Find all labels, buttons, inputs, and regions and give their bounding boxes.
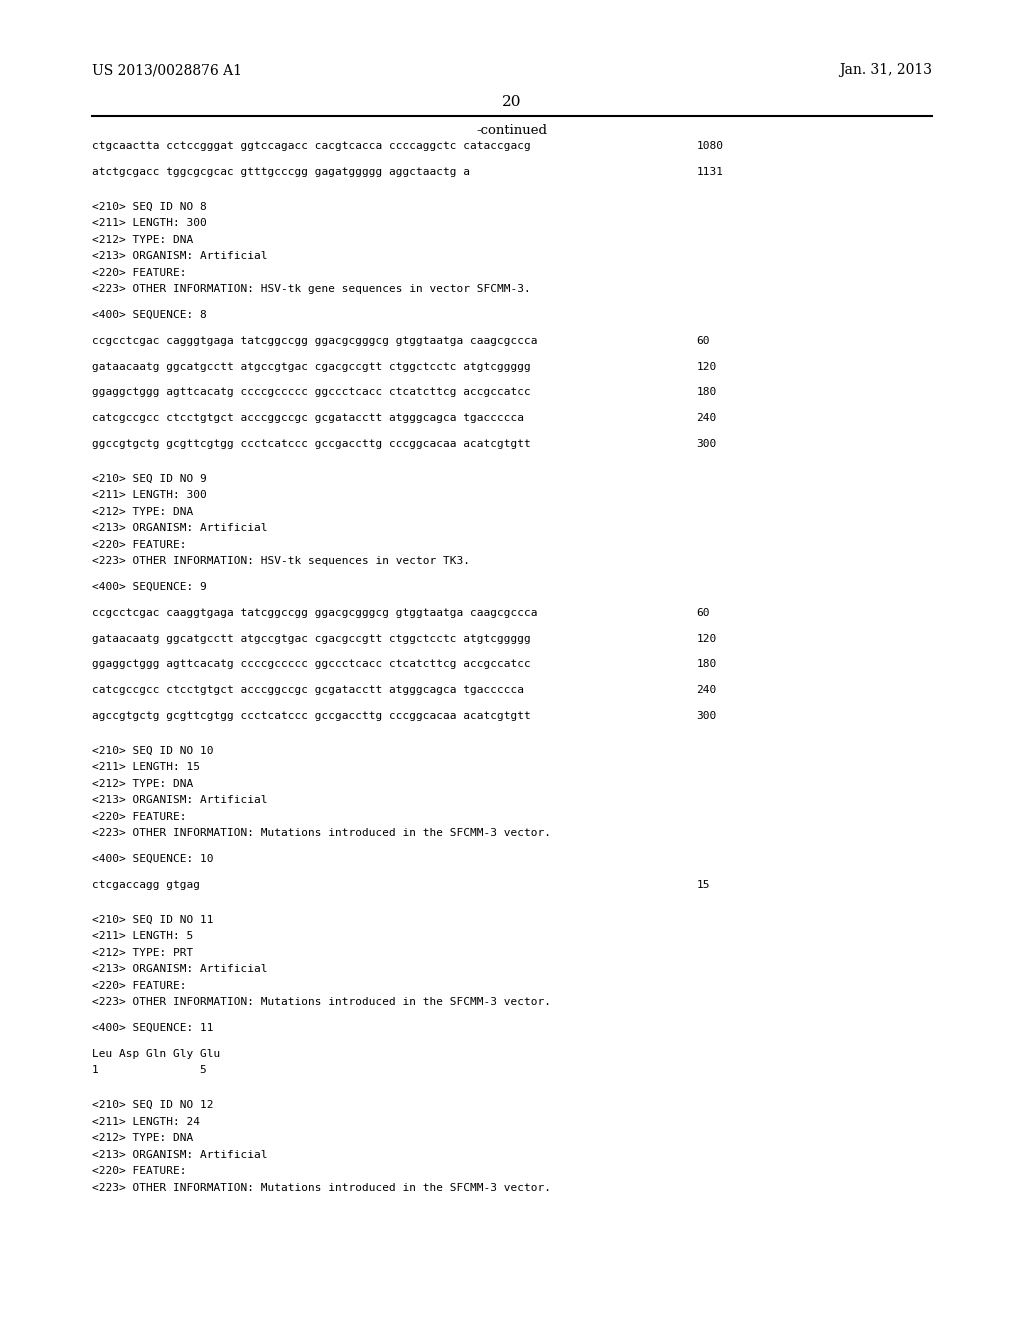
Text: <223> OTHER INFORMATION: Mutations introduced in the SFCMM-3 vector.: <223> OTHER INFORMATION: Mutations intro… xyxy=(92,828,551,838)
Text: ctcgaccagg gtgag: ctcgaccagg gtgag xyxy=(92,879,200,890)
Text: <400> SEQUENCE: 8: <400> SEQUENCE: 8 xyxy=(92,310,207,321)
Text: 300: 300 xyxy=(696,438,717,449)
Text: ccgcctcgac cagggtgaga tatcggccgg ggacgcgggcg gtggtaatga caagcgccca: ccgcctcgac cagggtgaga tatcggccgg ggacgcg… xyxy=(92,335,538,346)
Text: <223> OTHER INFORMATION: Mutations introduced in the SFCMM-3 vector.: <223> OTHER INFORMATION: Mutations intro… xyxy=(92,1183,551,1193)
Text: <212> TYPE: DNA: <212> TYPE: DNA xyxy=(92,235,194,246)
Text: <213> ORGANISM: Artificial: <213> ORGANISM: Artificial xyxy=(92,795,267,805)
Text: ggccgtgctg gcgttcgtgg ccctcatccc gccgaccttg cccggcacaa acatcgtgtt: ggccgtgctg gcgttcgtgg ccctcatccc gccgacc… xyxy=(92,438,530,449)
Text: ggaggctggg agttcacatg ccccgccccc ggccctcacc ctcatcttcg accgccatcc: ggaggctggg agttcacatg ccccgccccc ggccctc… xyxy=(92,659,530,669)
Text: <213> ORGANISM: Artificial: <213> ORGANISM: Artificial xyxy=(92,1150,267,1160)
Text: Jan. 31, 2013: Jan. 31, 2013 xyxy=(839,63,932,78)
Text: gataacaatg ggcatgcctt atgccgtgac cgacgccgtt ctggctcctc atgtcggggg: gataacaatg ggcatgcctt atgccgtgac cgacgcc… xyxy=(92,362,530,372)
Text: <210> SEQ ID NO 9: <210> SEQ ID NO 9 xyxy=(92,474,207,484)
Text: <211> LENGTH: 24: <211> LENGTH: 24 xyxy=(92,1117,200,1127)
Text: 20: 20 xyxy=(502,95,522,110)
Text: atctgcgacc tggcgcgcac gtttgcccgg gagatggggg aggctaactg a: atctgcgacc tggcgcgcac gtttgcccgg gagatgg… xyxy=(92,168,470,177)
Text: <400> SEQUENCE: 11: <400> SEQUENCE: 11 xyxy=(92,1023,214,1034)
Text: <213> ORGANISM: Artificial: <213> ORGANISM: Artificial xyxy=(92,523,267,533)
Text: <220> FEATURE:: <220> FEATURE: xyxy=(92,981,186,991)
Text: Leu Asp Gln Gly Glu: Leu Asp Gln Gly Glu xyxy=(92,1048,220,1059)
Text: 60: 60 xyxy=(696,335,710,346)
Text: <220> FEATURE:: <220> FEATURE: xyxy=(92,1166,186,1176)
Text: <212> TYPE: PRT: <212> TYPE: PRT xyxy=(92,948,194,958)
Text: <212> TYPE: DNA: <212> TYPE: DNA xyxy=(92,507,194,517)
Text: catcgccgcc ctcctgtgct acccggccgc gcgatacctt atgggcagca tgaccccca: catcgccgcc ctcctgtgct acccggccgc gcgatac… xyxy=(92,413,524,424)
Text: <211> LENGTH: 300: <211> LENGTH: 300 xyxy=(92,218,207,228)
Text: gataacaatg ggcatgcctt atgccgtgac cgacgccgtt ctggctcctc atgtcggggg: gataacaatg ggcatgcctt atgccgtgac cgacgcc… xyxy=(92,634,530,644)
Text: <210> SEQ ID NO 12: <210> SEQ ID NO 12 xyxy=(92,1100,214,1110)
Text: 180: 180 xyxy=(696,387,717,397)
Text: <220> FEATURE:: <220> FEATURE: xyxy=(92,540,186,550)
Text: <213> ORGANISM: Artificial: <213> ORGANISM: Artificial xyxy=(92,964,267,974)
Text: 60: 60 xyxy=(696,607,710,618)
Text: <213> ORGANISM: Artificial: <213> ORGANISM: Artificial xyxy=(92,251,267,261)
Text: 1               5: 1 5 xyxy=(92,1065,207,1076)
Text: <212> TYPE: DNA: <212> TYPE: DNA xyxy=(92,779,194,789)
Text: catcgccgcc ctcctgtgct acccggccgc gcgatacctt atgggcagca tgaccccca: catcgccgcc ctcctgtgct acccggccgc gcgatac… xyxy=(92,685,524,696)
Text: 120: 120 xyxy=(696,634,717,644)
Text: -continued: -continued xyxy=(476,124,548,137)
Text: 1080: 1080 xyxy=(696,141,723,152)
Text: agccgtgctg gcgttcgtgg ccctcatccc gccgaccttg cccggcacaa acatcgtgtt: agccgtgctg gcgttcgtgg ccctcatccc gccgacc… xyxy=(92,710,530,721)
Text: ctgcaactta cctccgggat ggtccagacc cacgtcacca ccccaggctc cataccgacg: ctgcaactta cctccgggat ggtccagacc cacgtca… xyxy=(92,141,530,152)
Text: <211> LENGTH: 5: <211> LENGTH: 5 xyxy=(92,931,194,941)
Text: <210> SEQ ID NO 8: <210> SEQ ID NO 8 xyxy=(92,202,207,213)
Text: 180: 180 xyxy=(696,659,717,669)
Text: 15: 15 xyxy=(696,879,710,890)
Text: <220> FEATURE:: <220> FEATURE: xyxy=(92,812,186,822)
Text: ccgcctcgac caaggtgaga tatcggccgg ggacgcgggcg gtggtaatga caagcgccca: ccgcctcgac caaggtgaga tatcggccgg ggacgcg… xyxy=(92,607,538,618)
Text: <211> LENGTH: 15: <211> LENGTH: 15 xyxy=(92,762,200,772)
Text: 120: 120 xyxy=(696,362,717,372)
Text: 240: 240 xyxy=(696,413,717,424)
Text: <210> SEQ ID NO 10: <210> SEQ ID NO 10 xyxy=(92,746,214,756)
Text: <220> FEATURE:: <220> FEATURE: xyxy=(92,268,186,279)
Text: <400> SEQUENCE: 9: <400> SEQUENCE: 9 xyxy=(92,582,207,593)
Text: ggaggctggg agttcacatg ccccgccccc ggccctcacc ctcatcttcg accgccatcc: ggaggctggg agttcacatg ccccgccccc ggccctc… xyxy=(92,387,530,397)
Text: <212> TYPE: DNA: <212> TYPE: DNA xyxy=(92,1133,194,1143)
Text: <223> OTHER INFORMATION: HSV-tk gene sequences in vector SFCMM-3.: <223> OTHER INFORMATION: HSV-tk gene seq… xyxy=(92,284,530,294)
Text: <210> SEQ ID NO 11: <210> SEQ ID NO 11 xyxy=(92,915,214,925)
Text: 240: 240 xyxy=(696,685,717,696)
Text: <223> OTHER INFORMATION: HSV-tk sequences in vector TK3.: <223> OTHER INFORMATION: HSV-tk sequence… xyxy=(92,556,470,566)
Text: 300: 300 xyxy=(696,710,717,721)
Text: US 2013/0028876 A1: US 2013/0028876 A1 xyxy=(92,63,242,78)
Text: 1131: 1131 xyxy=(696,168,723,177)
Text: <400> SEQUENCE: 10: <400> SEQUENCE: 10 xyxy=(92,854,214,865)
Text: <223> OTHER INFORMATION: Mutations introduced in the SFCMM-3 vector.: <223> OTHER INFORMATION: Mutations intro… xyxy=(92,997,551,1007)
Text: <211> LENGTH: 300: <211> LENGTH: 300 xyxy=(92,490,207,500)
